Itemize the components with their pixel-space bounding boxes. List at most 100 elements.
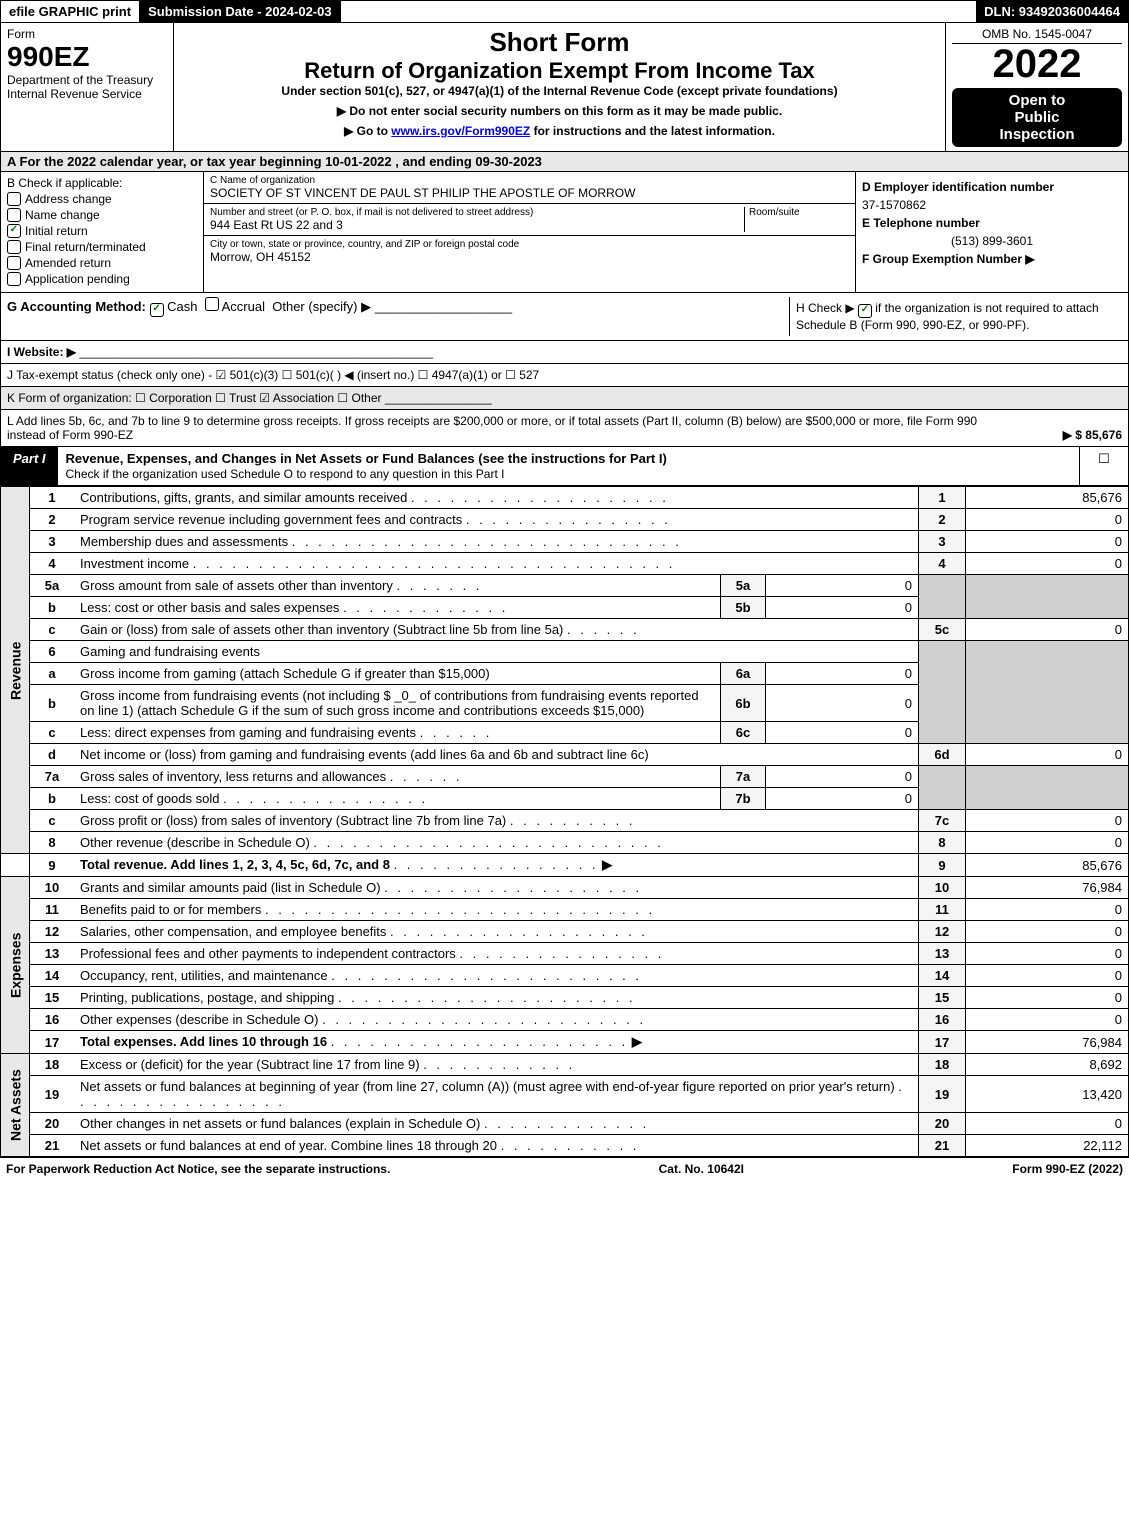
line-num: 1	[30, 487, 75, 509]
cb-accrual[interactable]	[205, 297, 219, 311]
org-name-block: C Name of organization SOCIETY OF ST VIN…	[204, 172, 855, 204]
row-h: H Check ▶ if the organization is not req…	[789, 297, 1122, 336]
line-desc: Gain or (loss) from sale of assets other…	[74, 619, 919, 641]
line-num: 19	[30, 1076, 75, 1113]
main-info-block: B Check if applicable: Address change Na…	[0, 172, 1129, 293]
line-amount: 0	[966, 619, 1129, 641]
sub-amount: 0	[766, 788, 919, 810]
cb-label: Address change	[25, 192, 112, 206]
side-blank	[1, 854, 30, 877]
line-amount: 0	[966, 943, 1129, 965]
line-num: 6	[30, 641, 75, 663]
line-num: d	[30, 744, 75, 766]
line-num: 8	[30, 832, 75, 854]
cb-cash[interactable]	[150, 303, 164, 317]
sub-amount: 0	[766, 722, 919, 744]
line-ref: 18	[919, 1054, 966, 1076]
line-amount: 85,676	[966, 854, 1129, 877]
line-amount: 0	[966, 921, 1129, 943]
line-desc: Gross profit or (loss) from sales of inv…	[74, 810, 919, 832]
efile-print-label[interactable]: efile GRAPHIC print	[1, 1, 140, 22]
row-k: K Form of organization: ☐ Corporation ☐ …	[0, 387, 1129, 410]
line-desc: Other expenses (describe in Schedule O) …	[74, 1009, 919, 1031]
cb-address-change[interactable]: Address change	[7, 192, 197, 206]
section-b: B Check if applicable: Address change Na…	[1, 172, 204, 292]
line-num: c	[30, 619, 75, 641]
l-text: L Add lines 5b, 6c, and 7b to line 9 to …	[7, 414, 1002, 442]
form-header: Form 990EZ Department of the Treasury In…	[0, 23, 1129, 152]
footer-right: Form 990-EZ (2022)	[1012, 1162, 1123, 1176]
line-num: c	[30, 810, 75, 832]
room-label: Room/suite	[749, 207, 849, 218]
line-ref: 2	[919, 509, 966, 531]
sub-ref: 6c	[721, 722, 766, 744]
k-text: K Form of organization: ☐ Corporation ☐ …	[7, 391, 382, 405]
cb-name-change[interactable]: Name change	[7, 208, 197, 222]
line-ref: 3	[919, 531, 966, 553]
sub-ref: 6b	[721, 685, 766, 722]
line-num: 16	[30, 1009, 75, 1031]
line-desc: Grants and similar amounts paid (list in…	[74, 877, 919, 899]
ein: 37-1570862	[862, 198, 1122, 212]
cb-amended-return[interactable]: Amended return	[7, 256, 197, 270]
street-address: 944 East Rt US 22 and 3	[210, 218, 744, 232]
line-num: c	[30, 722, 75, 744]
line-ref: 15	[919, 987, 966, 1009]
cb-application-pending[interactable]: Application pending	[7, 272, 197, 286]
sub-amount: 0	[766, 663, 919, 685]
line-desc: Occupancy, rent, utilities, and maintena…	[74, 965, 919, 987]
line-num: 12	[30, 921, 75, 943]
g-label: G Accounting Method:	[7, 299, 146, 314]
line-amount: 76,984	[966, 877, 1129, 899]
sub-ref: 6a	[721, 663, 766, 685]
part-1-label: Part I	[1, 447, 58, 485]
form-number: 990EZ	[7, 41, 167, 73]
instruction-2: ▶ Go to www.irs.gov/Form990EZ for instru…	[180, 124, 939, 138]
line-amount: 85,676	[966, 487, 1129, 509]
line-num: b	[30, 597, 75, 619]
line-desc: Other changes in net assets or fund bala…	[74, 1113, 919, 1135]
line-amount: 0	[966, 744, 1129, 766]
line-ref: 7c	[919, 810, 966, 832]
line-num: 17	[30, 1031, 75, 1054]
dept-treasury: Department of the Treasury Internal Reve…	[7, 73, 167, 101]
footer-left: For Paperwork Reduction Act Notice, see …	[6, 1162, 390, 1176]
e-label: E Telephone number	[862, 216, 980, 230]
part-1-title-text: Revenue, Expenses, and Changes in Net As…	[66, 451, 667, 466]
footer-center: Cat. No. 10642I	[659, 1162, 744, 1176]
line-desc: Excess or (deficit) for the year (Subtra…	[74, 1054, 919, 1076]
part-1-checkbox[interactable]: ☐	[1079, 447, 1128, 485]
open-line-2: Public	[956, 109, 1118, 126]
city-block: City or town, state or province, country…	[204, 236, 855, 267]
line-num: 9	[30, 854, 75, 877]
grey-cell	[919, 575, 966, 619]
phone: (513) 899-3601	[862, 234, 1122, 248]
street-label: Number and street (or P. O. box, if mail…	[210, 207, 744, 218]
org-name: SOCIETY OF ST VINCENT DE PAUL ST PHILIP …	[210, 186, 849, 200]
line-amount: 0	[966, 1009, 1129, 1031]
row-g-h: G Accounting Method: Cash Accrual Other …	[0, 293, 1129, 341]
line-ref: 4	[919, 553, 966, 575]
line-ref: 13	[919, 943, 966, 965]
irs-link[interactable]: www.irs.gov/Form990EZ	[391, 124, 530, 138]
cb-final-return[interactable]: Final return/terminated	[7, 240, 197, 254]
line-desc: Investment income . . . . . . . . . . . …	[74, 553, 919, 575]
row-i: I Website: ▶ ___________________________…	[0, 341, 1129, 364]
line-num: 20	[30, 1113, 75, 1135]
d-label: D Employer identification number	[862, 180, 1054, 194]
line-num: 3	[30, 531, 75, 553]
grey-cell	[919, 641, 966, 744]
line-num: a	[30, 663, 75, 685]
grey-cell	[966, 575, 1129, 619]
instruction-1: ▶ Do not enter social security numbers o…	[180, 104, 939, 118]
sub-ref: 7a	[721, 766, 766, 788]
open-to-public-box: Open to Public Inspection	[952, 88, 1122, 147]
line-desc: Benefits paid to or for members . . . . …	[74, 899, 919, 921]
line-desc: Total expenses. Add lines 10 through 16 …	[74, 1031, 919, 1054]
row-l: L Add lines 5b, 6c, and 7b to line 9 to …	[0, 410, 1129, 447]
c-label: C Name of organization	[210, 175, 849, 186]
sub-amount: 0	[766, 685, 919, 722]
cb-schedule-b[interactable]	[858, 304, 872, 318]
cb-initial-return[interactable]: Initial return	[7, 224, 197, 238]
cb-label: Application pending	[25, 272, 130, 286]
